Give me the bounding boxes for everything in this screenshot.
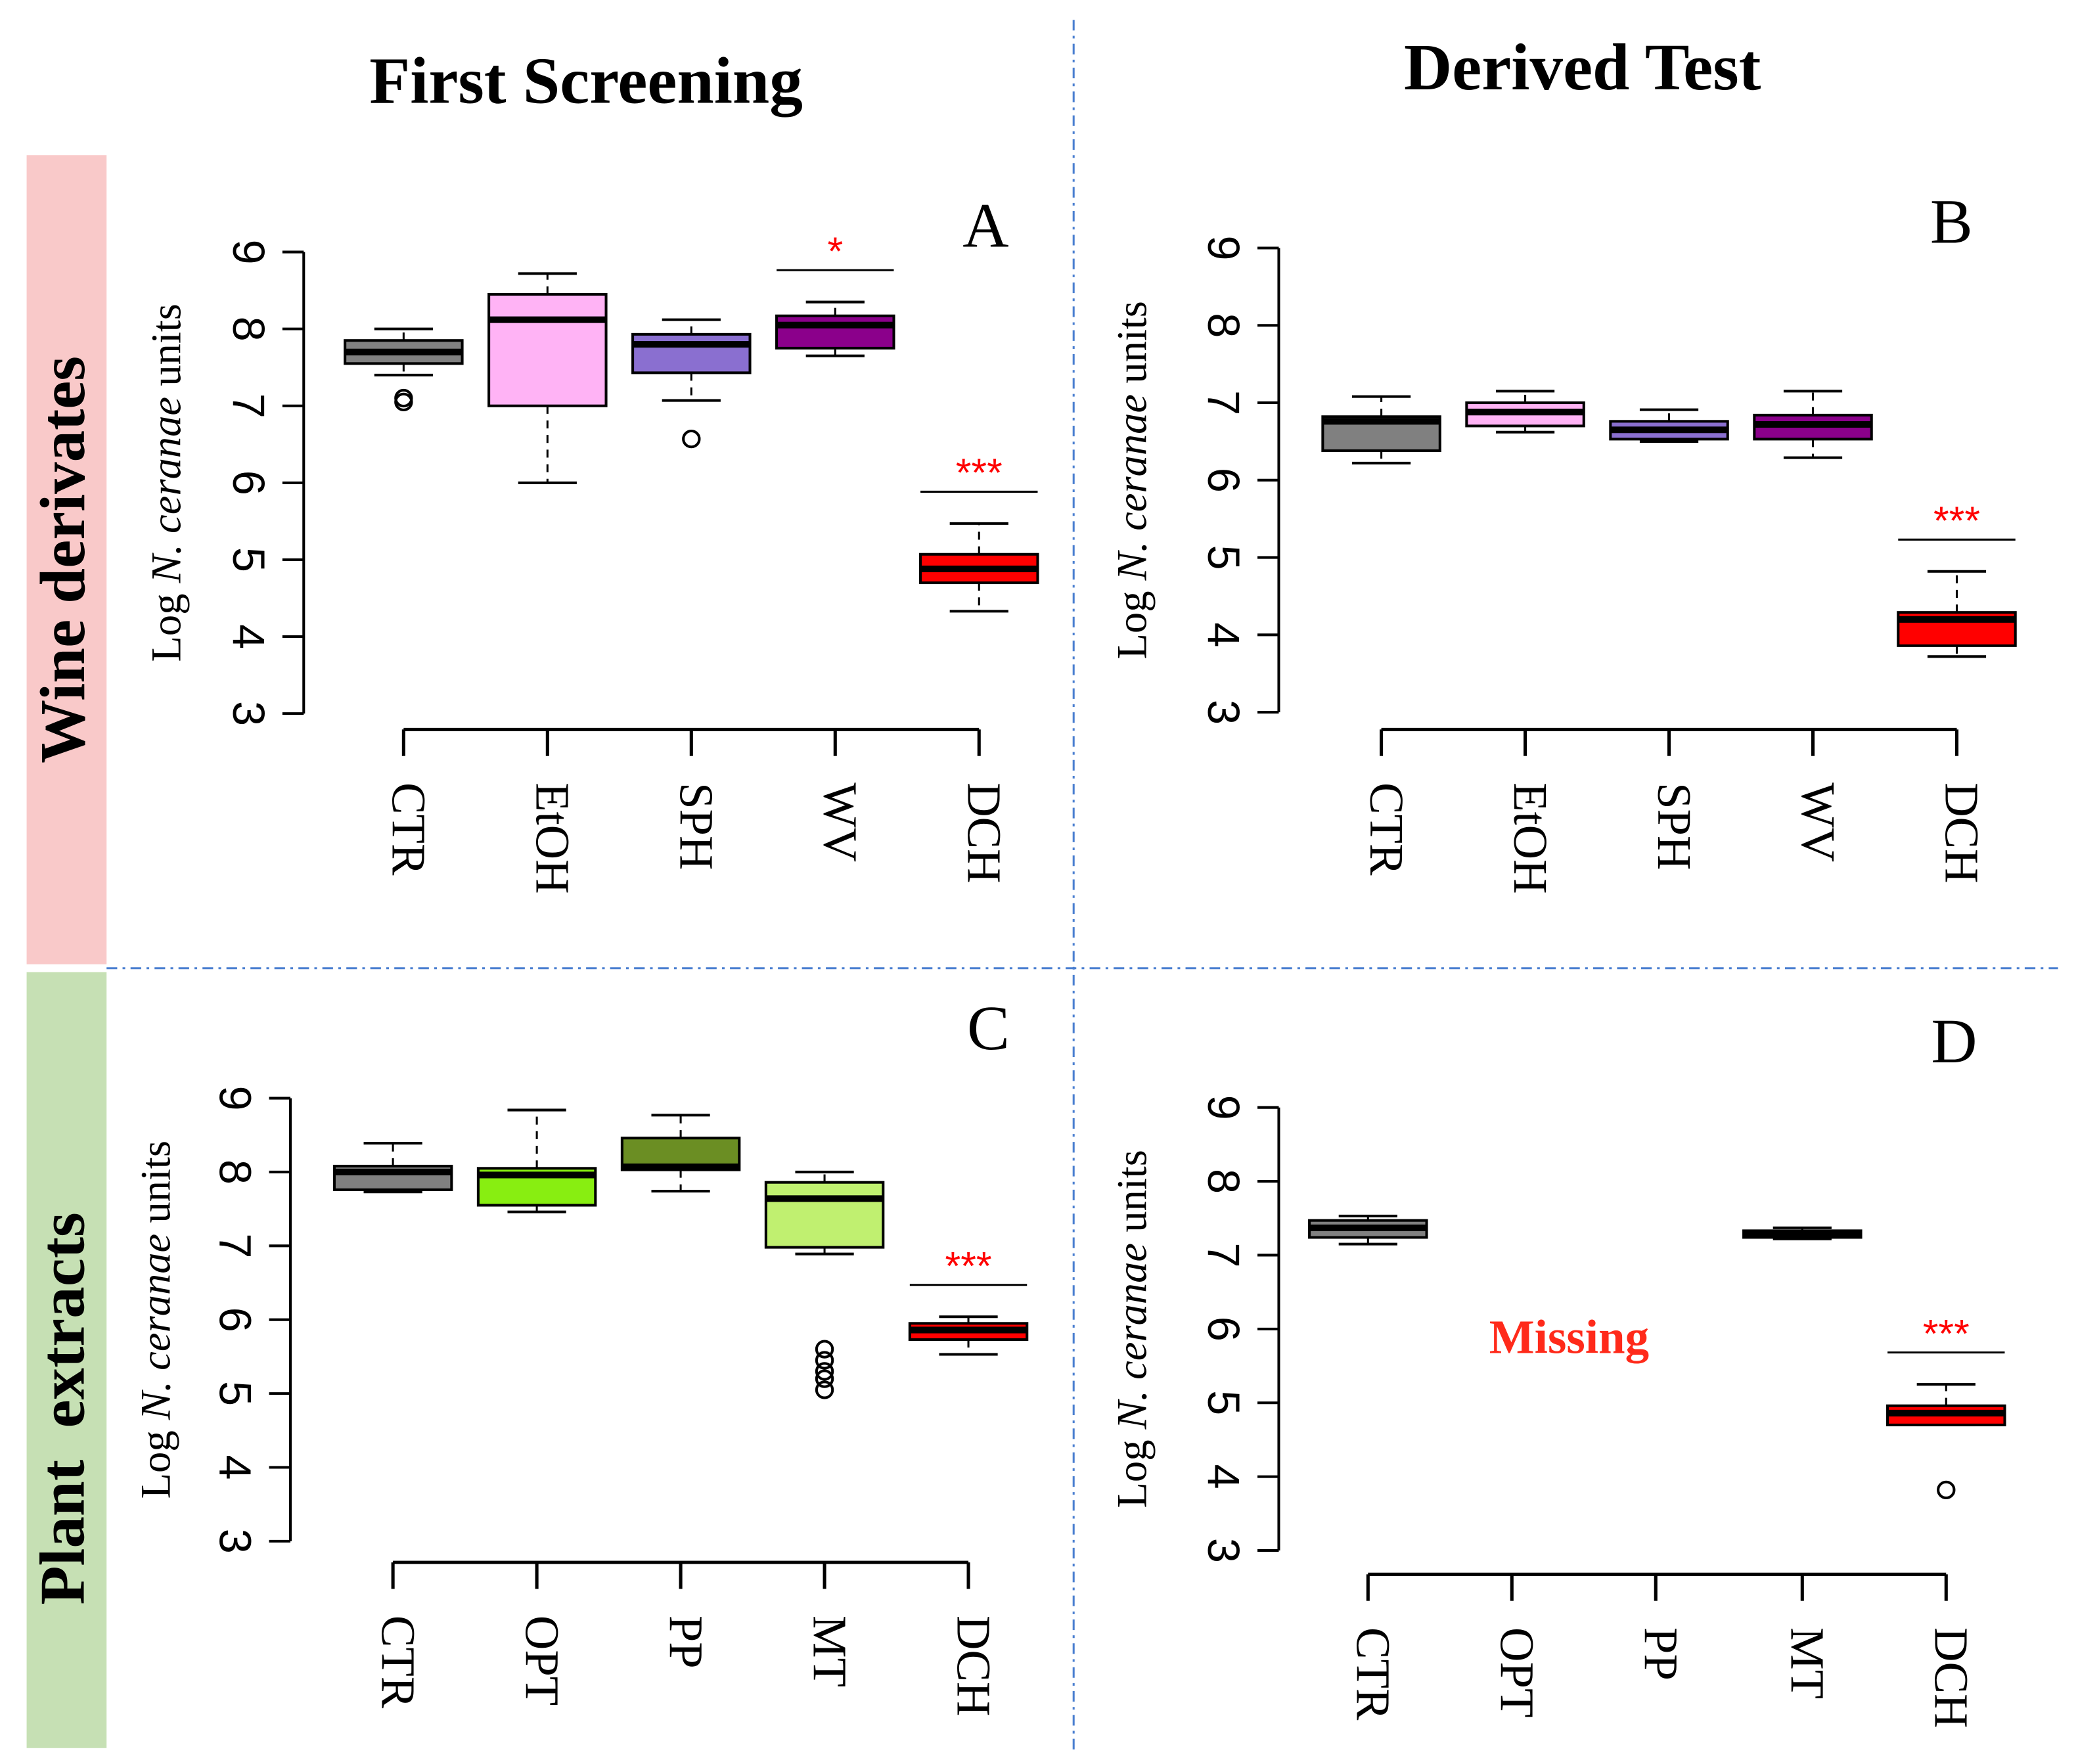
outlier (682, 429, 701, 449)
x-tick-label: CTR (382, 782, 436, 876)
y-tick-label: 5 (223, 547, 274, 572)
y-tick-label: 4 (210, 1455, 261, 1480)
annotation: Missing (1489, 1311, 1649, 1364)
x-tick-label: OPT (1490, 1627, 1543, 1717)
y-axis-label-part: N. ceranae (1108, 394, 1156, 581)
outlier (815, 1351, 834, 1370)
y-tick-label: 4 (1198, 622, 1249, 647)
significance-label: * (827, 229, 843, 273)
x-tick-label: CTR (1360, 782, 1413, 876)
y-axis-label-part: units (132, 1141, 179, 1234)
y-tick-label: 8 (1198, 313, 1249, 338)
x-tick-label: WV (1792, 782, 1845, 862)
x-tick-label: DCH (1924, 1627, 1977, 1728)
row-label: Plant extracts (28, 1212, 99, 1604)
y-axis-label-part: Log (1108, 580, 1156, 659)
y-axis-label-part: Log (1108, 1429, 1156, 1508)
y-tick-label: 9 (1198, 235, 1249, 260)
x-tick-label: WV (813, 782, 867, 862)
y-tick-label: 6 (210, 1307, 261, 1332)
column-title: First Screening (369, 44, 803, 118)
y-axis-label-part: N. ceranae (143, 397, 190, 583)
x-tick-label: DCH (947, 1616, 1000, 1716)
box (775, 314, 895, 350)
significance-label: *** (1923, 1311, 1970, 1356)
outlier (815, 1340, 834, 1359)
y-axis-label: Log N. ceranae units (143, 304, 190, 662)
y-tick-label: 5 (210, 1381, 261, 1406)
row-label: Wine derivates (28, 356, 99, 763)
box (487, 292, 608, 407)
x-tick-label: EtOH (1504, 782, 1557, 894)
x-tick-label: SPH (1648, 782, 1701, 870)
y-tick-label: 6 (1198, 1317, 1249, 1342)
y-tick-label: 8 (1198, 1169, 1249, 1194)
outlier (394, 392, 413, 412)
y-axis-label-part: units (1108, 1150, 1156, 1243)
y-tick-label: 7 (223, 394, 274, 418)
y-tick-label: 7 (210, 1233, 261, 1258)
y-tick-label: 8 (210, 1160, 261, 1185)
panel-label: C (967, 993, 1010, 1064)
y-axis-label-part: Log (143, 583, 190, 662)
y-axis-label-part: Log (132, 1420, 179, 1499)
column-title: Derived Test (1404, 30, 1761, 104)
significance-label: *** (956, 450, 1003, 495)
x-tick-label: MT (1781, 1627, 1834, 1699)
row-band (26, 155, 107, 964)
x-tick-label: DCH (1935, 782, 1989, 883)
box (764, 1181, 885, 1249)
y-axis-label-part: units (1108, 301, 1156, 394)
y-axis-label: Log N. ceranae units (132, 1141, 179, 1499)
x-tick-label: DCH (957, 782, 1010, 883)
panel-label: D (1931, 1006, 1977, 1077)
y-tick-label: 9 (223, 239, 274, 264)
y-tick-label: 9 (210, 1085, 261, 1110)
y-tick-label: 6 (223, 470, 274, 495)
panel-label: B (1930, 187, 1973, 258)
y-tick-label: 4 (1198, 1464, 1249, 1489)
y-tick-label: 8 (223, 317, 274, 342)
y-tick-label: 7 (1198, 390, 1249, 415)
y-axis-label-part: N. ceranae (1108, 1243, 1156, 1430)
y-tick-label: 3 (1198, 700, 1249, 725)
y-tick-label: 3 (210, 1529, 261, 1554)
y-tick-label: 6 (1198, 468, 1249, 493)
y-axis-label-part: units (143, 304, 190, 397)
x-tick-label: CTR (371, 1616, 424, 1709)
y-axis-label: Log N. ceranae units (1108, 301, 1156, 659)
y-axis-label-part: N. ceranae (132, 1234, 179, 1420)
y-tick-label: 5 (1198, 545, 1249, 570)
y-tick-label: 3 (1198, 1538, 1249, 1563)
significance-label: *** (1933, 498, 1980, 543)
x-tick-label: CTR (1347, 1627, 1400, 1721)
x-tick-label: PP (1634, 1627, 1687, 1681)
x-tick-label: OPT (515, 1616, 568, 1706)
outlier (1937, 1480, 1956, 1499)
y-tick-label: 5 (1198, 1390, 1249, 1415)
x-tick-label: MT (803, 1616, 856, 1687)
outlier (815, 1380, 834, 1399)
significance-label: *** (945, 1244, 992, 1288)
y-tick-label: 4 (223, 624, 274, 649)
x-tick-label: EtOH (526, 782, 579, 894)
panel-label: A (962, 191, 1008, 261)
x-tick-label: PP (659, 1616, 712, 1669)
y-tick-label: 3 (223, 701, 274, 726)
x-tick-label: SPH (670, 782, 723, 870)
outlier (815, 1369, 834, 1388)
y-tick-label: 7 (1198, 1242, 1249, 1267)
y-tick-label: 9 (1198, 1095, 1249, 1120)
y-axis-label: Log N. ceranae units (1108, 1150, 1156, 1508)
box (631, 332, 752, 374)
row-band (26, 972, 107, 1748)
outlier (815, 1362, 834, 1381)
